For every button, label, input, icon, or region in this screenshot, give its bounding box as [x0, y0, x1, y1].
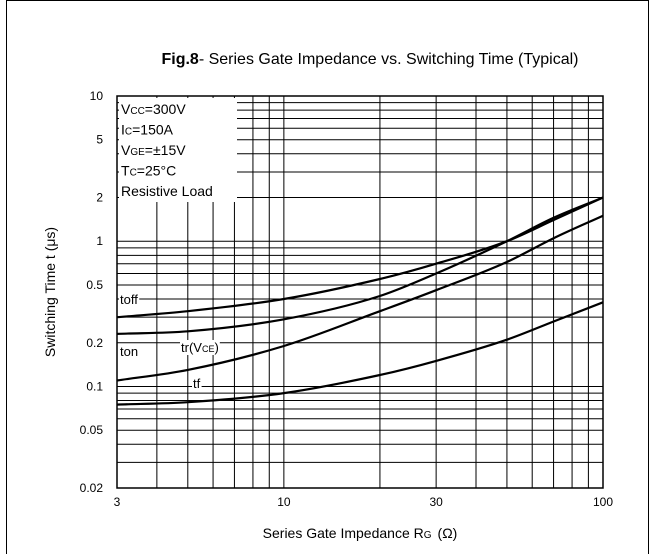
y-tick-label: 2 [96, 191, 103, 205]
series-line-toff [116, 196, 604, 319]
y-tick-label: 0.2 [86, 336, 103, 350]
condition-line: TC=25°C [121, 163, 176, 179]
chart-title: Fig.8- Series Gate Impedance vs. Switchi… [161, 51, 578, 68]
x-label-sub: G [424, 530, 432, 541]
conditions-text: VCC=300V IC=150A VGE=±15V TC=25°C Resistive … [121, 101, 213, 199]
x-tick-label: 10 [277, 495, 291, 509]
y-tick-label: 0.5 [86, 278, 103, 292]
y-tick-label: 5 [96, 133, 103, 147]
svg-text:tr(VCE): tr(VCE) [181, 340, 219, 355]
y-tick-label: 10 [90, 89, 104, 103]
svg-text:ton: ton [120, 344, 138, 359]
x-tick-label: 30 [429, 495, 443, 509]
svg-text:tf: tf [193, 376, 201, 391]
figure-frame [6, 0, 649, 554]
series-label-ton: ton [119, 344, 140, 359]
series-lines [116, 196, 604, 406]
condition-line: VGE=±15V [121, 142, 186, 158]
x-label-unit: (Ω) [438, 525, 458, 541]
condition-line: IC=150A [121, 122, 174, 138]
x-tick-label: 100 [593, 495, 613, 509]
series-label-toff: toff [119, 292, 140, 307]
tick-labels: 3 10 30 100 0.02 0.05 0.1 0.2 0.5 1 2 5 10 [80, 89, 614, 509]
y-tick-label: 0.1 [86, 379, 103, 393]
y-tick-label: 1 [96, 234, 103, 248]
x-axis-label: Series Gate Impedance RG (Ω) [263, 525, 458, 541]
y-axis-label: Switching Time t (μs) [42, 227, 58, 357]
title-rest: - Series Gate Impedance vs. Switching Ti… [199, 51, 579, 68]
x-tick-label: 3 [114, 495, 121, 509]
series-line-tf [116, 301, 604, 406]
x-label-main: Series Gate Impedance R [263, 525, 424, 541]
grid [117, 96, 603, 488]
series-label-tf: tf [192, 376, 202, 391]
conditions-box [119, 98, 237, 202]
y-tick-label: 0.05 [80, 423, 104, 437]
series-label-tr: tr(VCE) [180, 340, 220, 355]
y-tick-label: 0.02 [80, 481, 104, 495]
condition-line: VCC=300V [121, 101, 186, 117]
svg-text:toff: toff [120, 292, 138, 307]
title-bold: Fig.8 [161, 51, 198, 68]
condition-line: Resistive Load [121, 183, 213, 199]
series-labels: toff ton tr(VCE) tf [119, 292, 220, 391]
series-line-ton [116, 196, 604, 335]
series-line-trvce [116, 214, 604, 382]
plot-border [116, 95, 604, 489]
